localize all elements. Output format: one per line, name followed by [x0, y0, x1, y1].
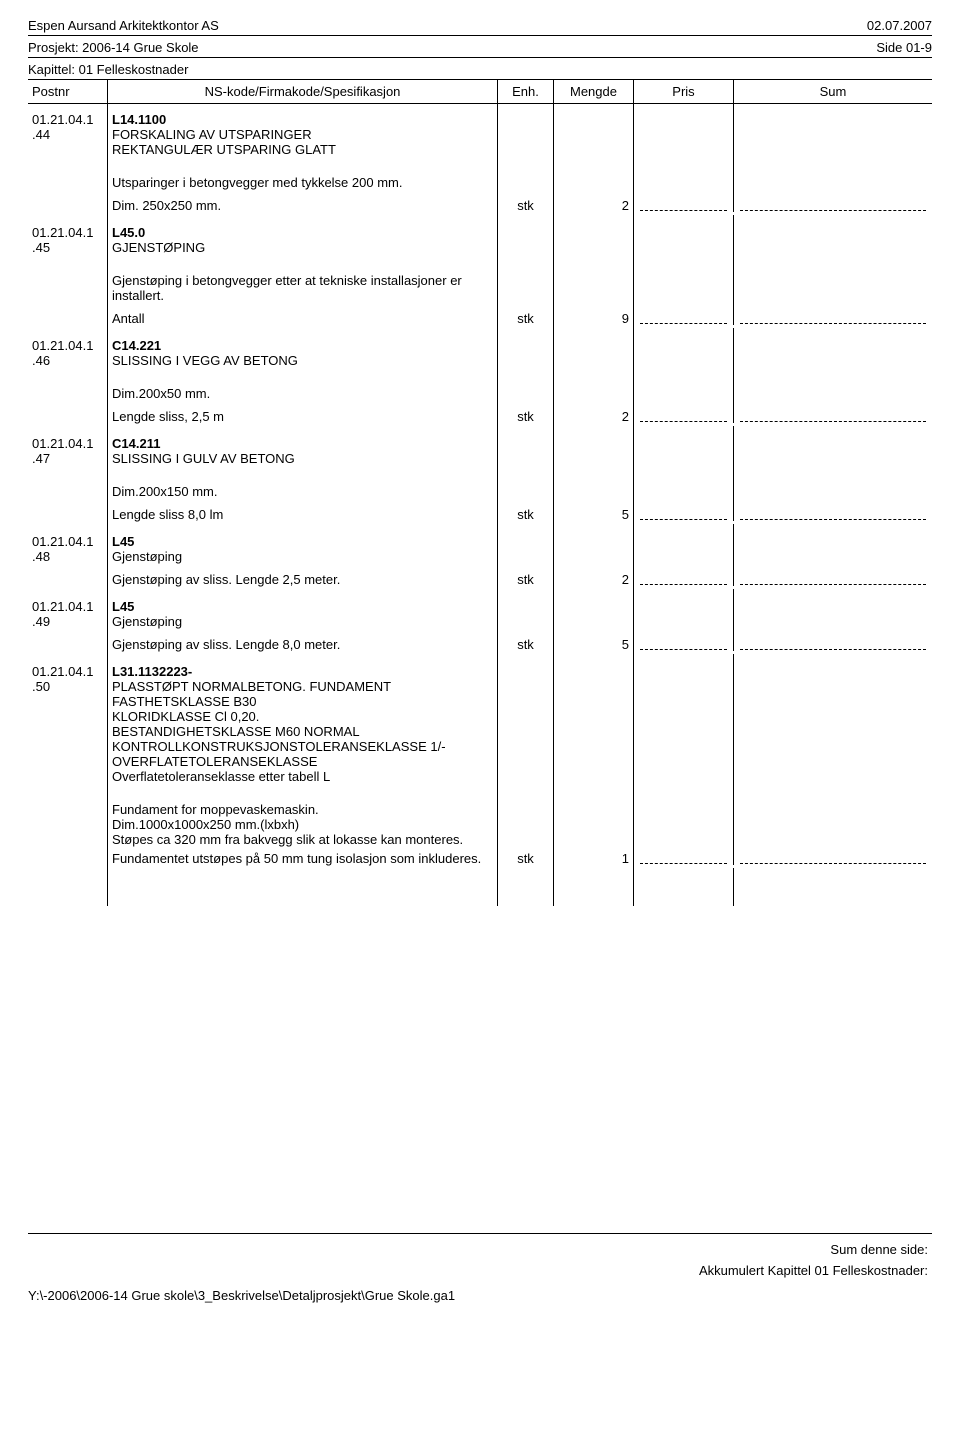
unit-cell: stk — [498, 849, 554, 868]
chapter-name: Kapittel: 01 Felleskostnader — [28, 62, 932, 77]
spec-cell: L45Gjenstøping — [108, 532, 498, 566]
company-name: Espen Aursand Arkitektkontor AS — [28, 18, 219, 33]
spec-cell: Gjenstøping i betongvegger etter at tekn… — [108, 271, 498, 305]
unit-cell: stk — [498, 505, 554, 524]
spec-cell: C14.211SLISSING I GULV AV BETONG — [108, 434, 498, 468]
spec-cell: L45.0GJENSTØPING — [108, 223, 498, 257]
unit-cell: stk — [498, 635, 554, 654]
postnr-cell: 01.21.04.1.46 — [28, 336, 108, 370]
spec-cell: L45Gjenstøping — [108, 597, 498, 631]
measure-label: Gjenstøping av sliss. Lengde 8,0 meter. — [108, 635, 498, 654]
postnr-cell: 01.21.04.1.44 — [28, 110, 108, 159]
sum-cell — [734, 505, 932, 521]
measure-label: Lengde sliss, 2,5 m — [108, 407, 498, 426]
price-cell — [634, 849, 734, 865]
price-cell — [634, 309, 734, 325]
spec-cell: Dim.200x50 mm. — [108, 384, 498, 403]
price-cell — [634, 635, 734, 651]
unit-cell: stk — [498, 407, 554, 426]
sum-cell — [734, 570, 932, 586]
postnr-cell: 01.21.04.1.47 — [28, 434, 108, 468]
spec-cell: L31.1132223-PLASSTØPT NORMALBETONG. FUND… — [108, 662, 498, 786]
qty-cell: 9 — [554, 309, 634, 328]
col-spec: NS-kode/Firmakode/Spesifikasjon — [108, 80, 498, 103]
postnr-cell: 01.21.04.1.50 — [28, 662, 108, 786]
sum-cell — [734, 407, 932, 423]
unit-cell: stk — [498, 196, 554, 215]
measure-label: Dim. 250x250 mm. — [108, 196, 498, 215]
postnr-cell: 01.21.04.1.45 — [28, 223, 108, 257]
header-project: Prosjekt: 2006-14 Grue Skole Side 01-9 — [28, 36, 932, 58]
postnr-cell: 01.21.04.1.48 — [28, 532, 108, 566]
qty-cell: 2 — [554, 407, 634, 426]
measure-label: Antall — [108, 309, 498, 328]
postnr-cell — [28, 482, 108, 501]
project-name: Prosjekt: 2006-14 Grue Skole — [28, 40, 199, 55]
unit-cell: stk — [498, 570, 554, 589]
postnr-cell — [28, 384, 108, 403]
qty-cell: 5 — [554, 505, 634, 524]
spec-cell: Utsparinger i betongvegger med tykkelse … — [108, 173, 498, 192]
sum-cell — [734, 196, 932, 212]
col-enh: Enh. — [498, 80, 554, 103]
akk-label: Akkumulert Kapittel 01 Felleskostnader: — [28, 1261, 928, 1282]
price-cell — [634, 505, 734, 521]
spec-cell: C14.221SLISSING I VEGG AV BETONG — [108, 336, 498, 370]
table-body: 01.21.04.1.44 L14.1100FORSKALING AV UTSP… — [28, 104, 932, 1234]
sum-page-label: Sum denne side: — [28, 1240, 928, 1261]
spec-cell: Dim.200x150 mm. — [108, 482, 498, 501]
page-number: Side 01-9 — [876, 40, 932, 55]
unit-cell: stk — [498, 309, 554, 328]
sum-cell — [734, 309, 932, 325]
measure-label: Lengde sliss 8,0 lm — [108, 505, 498, 524]
col-postnr: Postnr — [28, 80, 108, 103]
col-sum: Sum — [734, 80, 932, 103]
header-date: 02.07.2007 — [867, 18, 932, 33]
qty-cell: 2 — [554, 196, 634, 215]
price-cell — [634, 196, 734, 212]
qty-cell: 2 — [554, 570, 634, 589]
postnr-cell — [28, 800, 108, 849]
col-mengde: Mengde — [554, 80, 634, 103]
spec-cell: L14.1100FORSKALING AV UTSPARINGERREKTANG… — [108, 110, 498, 159]
page-footer: Sum denne side: Akkumulert Kapittel 01 F… — [28, 1234, 932, 1333]
measure-label: Fundamentet utstøpes på 50 mm tung isola… — [108, 849, 498, 868]
measure-label: Gjenstøping av sliss. Lengde 2,5 meter. — [108, 570, 498, 589]
price-cell — [634, 407, 734, 423]
col-pris: Pris — [634, 80, 734, 103]
price-cell — [634, 570, 734, 586]
sum-cell — [734, 849, 932, 865]
file-path: Y:\-2006\2006-14 Grue skole\3_Beskrivels… — [28, 1288, 932, 1303]
header-chapter: Kapittel: 01 Felleskostnader — [28, 58, 932, 80]
table-header: Postnr NS-kode/Firmakode/Spesifikasjon E… — [28, 80, 932, 104]
sum-cell — [734, 635, 932, 651]
qty-cell: 5 — [554, 635, 634, 654]
postnr-cell: 01.21.04.1.49 — [28, 597, 108, 631]
spec-cell: Fundament for moppevaskemaskin.Dim.1000x… — [108, 800, 498, 849]
qty-cell: 1 — [554, 849, 634, 868]
header-top: Espen Aursand Arkitektkontor AS 02.07.20… — [28, 18, 932, 36]
postnr-cell — [28, 271, 108, 305]
postnr-cell — [28, 173, 108, 192]
